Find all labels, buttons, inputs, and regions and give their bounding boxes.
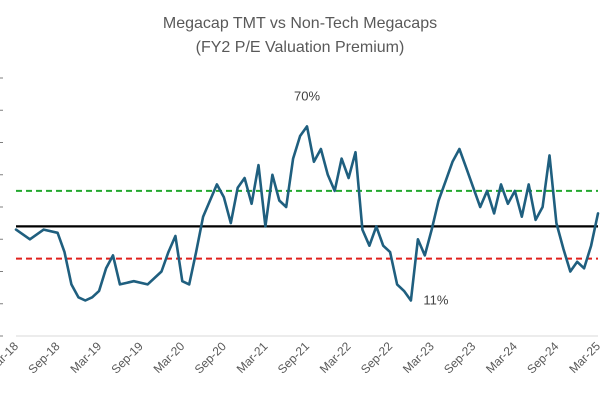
x-tick-label: Mar-25 — [566, 339, 600, 376]
annotation-label: 70% — [294, 88, 320, 103]
series-line-0 — [14, 125, 600, 302]
x-tick-label: Sep-18 — [25, 339, 62, 376]
x-tick-label: Mar-24 — [483, 339, 520, 376]
annotations: 70%11%1 — [294, 88, 449, 308]
x-tick-label: Mar-21 — [234, 339, 271, 376]
x-tick-label: Sep-21 — [275, 339, 312, 376]
x-tick-label: Mar-20 — [151, 339, 188, 376]
x-tick-label: Mar-18 — [0, 339, 21, 376]
x-tick-label: Mar-19 — [67, 339, 104, 376]
chart-title: Megacap TMT vs Non-Tech Megacaps — [163, 15, 437, 32]
x-tick-label: Sep-23 — [441, 339, 478, 376]
x-tick-label: Sep-19 — [109, 339, 146, 376]
x-tick-label: Sep-20 — [192, 339, 229, 376]
annotation-label: 11% — [423, 293, 448, 308]
x-tick-label: Sep-22 — [358, 339, 395, 376]
series-group — [14, 125, 600, 302]
x-tick-label: Sep-24 — [524, 339, 561, 376]
x-axis: Mar-18 Sep-18 Mar-19 Sep-19 Mar-20 Sep-20 Mar-… — [0, 335, 600, 376]
x-tick-label: Mar-22 — [317, 339, 354, 376]
x-tick-label: Mar-23 — [400, 339, 437, 376]
reference-lines — [16, 189, 598, 260]
chart-subtitle: (FY2 P/E Valuation Premium) — [196, 39, 405, 56]
y-axis — [0, 77, 3, 337]
